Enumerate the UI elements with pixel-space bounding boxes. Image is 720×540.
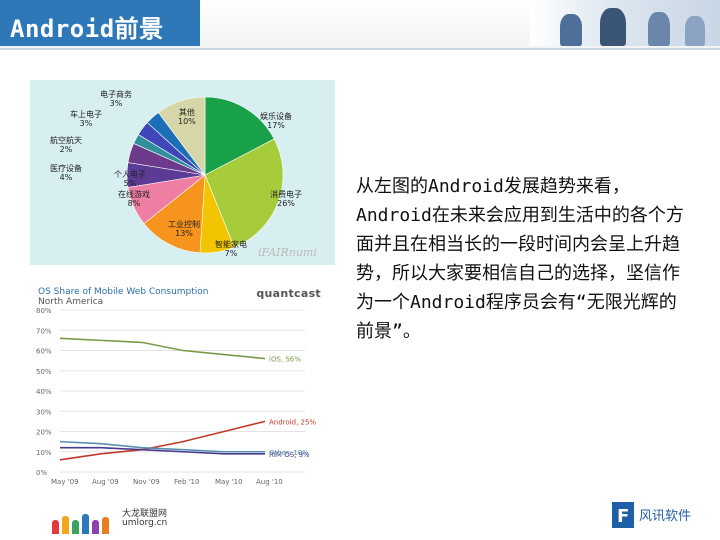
pie-slice-label: 个人电子 5% — [114, 170, 146, 188]
footer-right-logo: F 风讯软件 — [612, 500, 694, 530]
footer-right-name: 风讯软件 — [639, 509, 691, 524]
footer-left-url: umlorg.cn — [122, 518, 168, 528]
header-title-bar: Android前景 — [0, 0, 200, 46]
y-tick-label: 10% — [36, 449, 52, 457]
y-tick-label: 40% — [36, 388, 52, 396]
series-line — [60, 446, 265, 455]
pie-watermark: iFAIRnumi — [258, 246, 317, 259]
line-chart: 0% 10% 20% 30% 40% 50% 60% 70% 80% May '09 Aug '09… — [36, 307, 316, 486]
fengxun-logo-icon: F 风讯软件 — [612, 502, 691, 528]
series-line — [59, 440, 265, 453]
y-tick-label: 50% — [36, 368, 52, 376]
footer-left-logo — [44, 496, 204, 534]
pie-slice — [143, 174, 206, 254]
series-label: iOS, 56% — [269, 356, 301, 364]
x-tick-label: Feb '10 — [174, 478, 199, 486]
x-tick-label: May '10 — [215, 478, 243, 486]
y-tick-label: 80% — [36, 307, 52, 315]
x-tick-label: Aug '09 — [92, 478, 119, 486]
header-photo — [530, 0, 720, 46]
pie-slice — [204, 138, 284, 248]
body-paragraph: 从左图的Android发展趋势来看，Android在未来会应用到生活中的各个方面… — [356, 176, 684, 342]
pie-slice-label: 航空航天 2% — [50, 136, 82, 154]
x-tick-label: May '09 — [51, 478, 79, 486]
svg-text:F: F — [617, 506, 629, 527]
pie-chart — [126, 96, 284, 254]
series-label: Other, 10% — [269, 449, 309, 457]
series-label: Android, 25% — [269, 418, 316, 426]
page-title: Android前景 — [10, 15, 164, 43]
pie-slice-label: 消费电子 26% — [270, 190, 302, 208]
header-divider — [0, 48, 720, 50]
x-tick-label: Nov '09 — [133, 478, 160, 486]
pie-slice-label: 车上电子 3% — [70, 110, 102, 128]
pie-slice — [157, 96, 206, 176]
series-label: RIM OS, 9% — [269, 451, 310, 459]
line-chart-title: OS Share of Mobile Web Consumption — [38, 287, 209, 297]
line-chart-panel: OS Share of Mobile Web Consumption North… — [30, 282, 335, 489]
pie-chart-panel: 娱乐设备 17% 消费电子 26% 智能家电 7% 工业控制 13% 在线游戏 8% 个人电子 5% 医… — [30, 80, 335, 265]
pie-slice-label: 其他 10% — [178, 108, 196, 126]
y-tick-label: 30% — [36, 408, 52, 416]
x-tick-label: Aug '10 — [256, 478, 283, 486]
series-line — [59, 420, 266, 461]
series-line — [59, 337, 266, 360]
pie-slice-label: 医疗设备 4% — [50, 164, 82, 182]
slide-header: Android前景 — [0, 0, 720, 50]
y-tick-label: 70% — [36, 327, 52, 335]
pie-slice-label: 娱乐设备 17% — [260, 112, 292, 130]
line-chart-brand: quantcast — [256, 287, 321, 300]
pie-slice-label: 在线游戏 8% — [118, 190, 150, 208]
pie-slice-label: 电子商务 3% — [100, 90, 132, 108]
line-chart-subtitle: North America — [38, 297, 104, 307]
y-tick-label: 20% — [36, 429, 52, 437]
pie-slice-label: 智能家电 7% — [215, 240, 247, 258]
footer-left-name: 大龙联盟网 — [122, 509, 168, 519]
y-tick-label: 0% — [36, 469, 47, 477]
y-tick-label: 60% — [36, 348, 52, 356]
pie-slice — [204, 96, 275, 176]
pie-slice-label: 工业控制 13% — [168, 220, 200, 238]
